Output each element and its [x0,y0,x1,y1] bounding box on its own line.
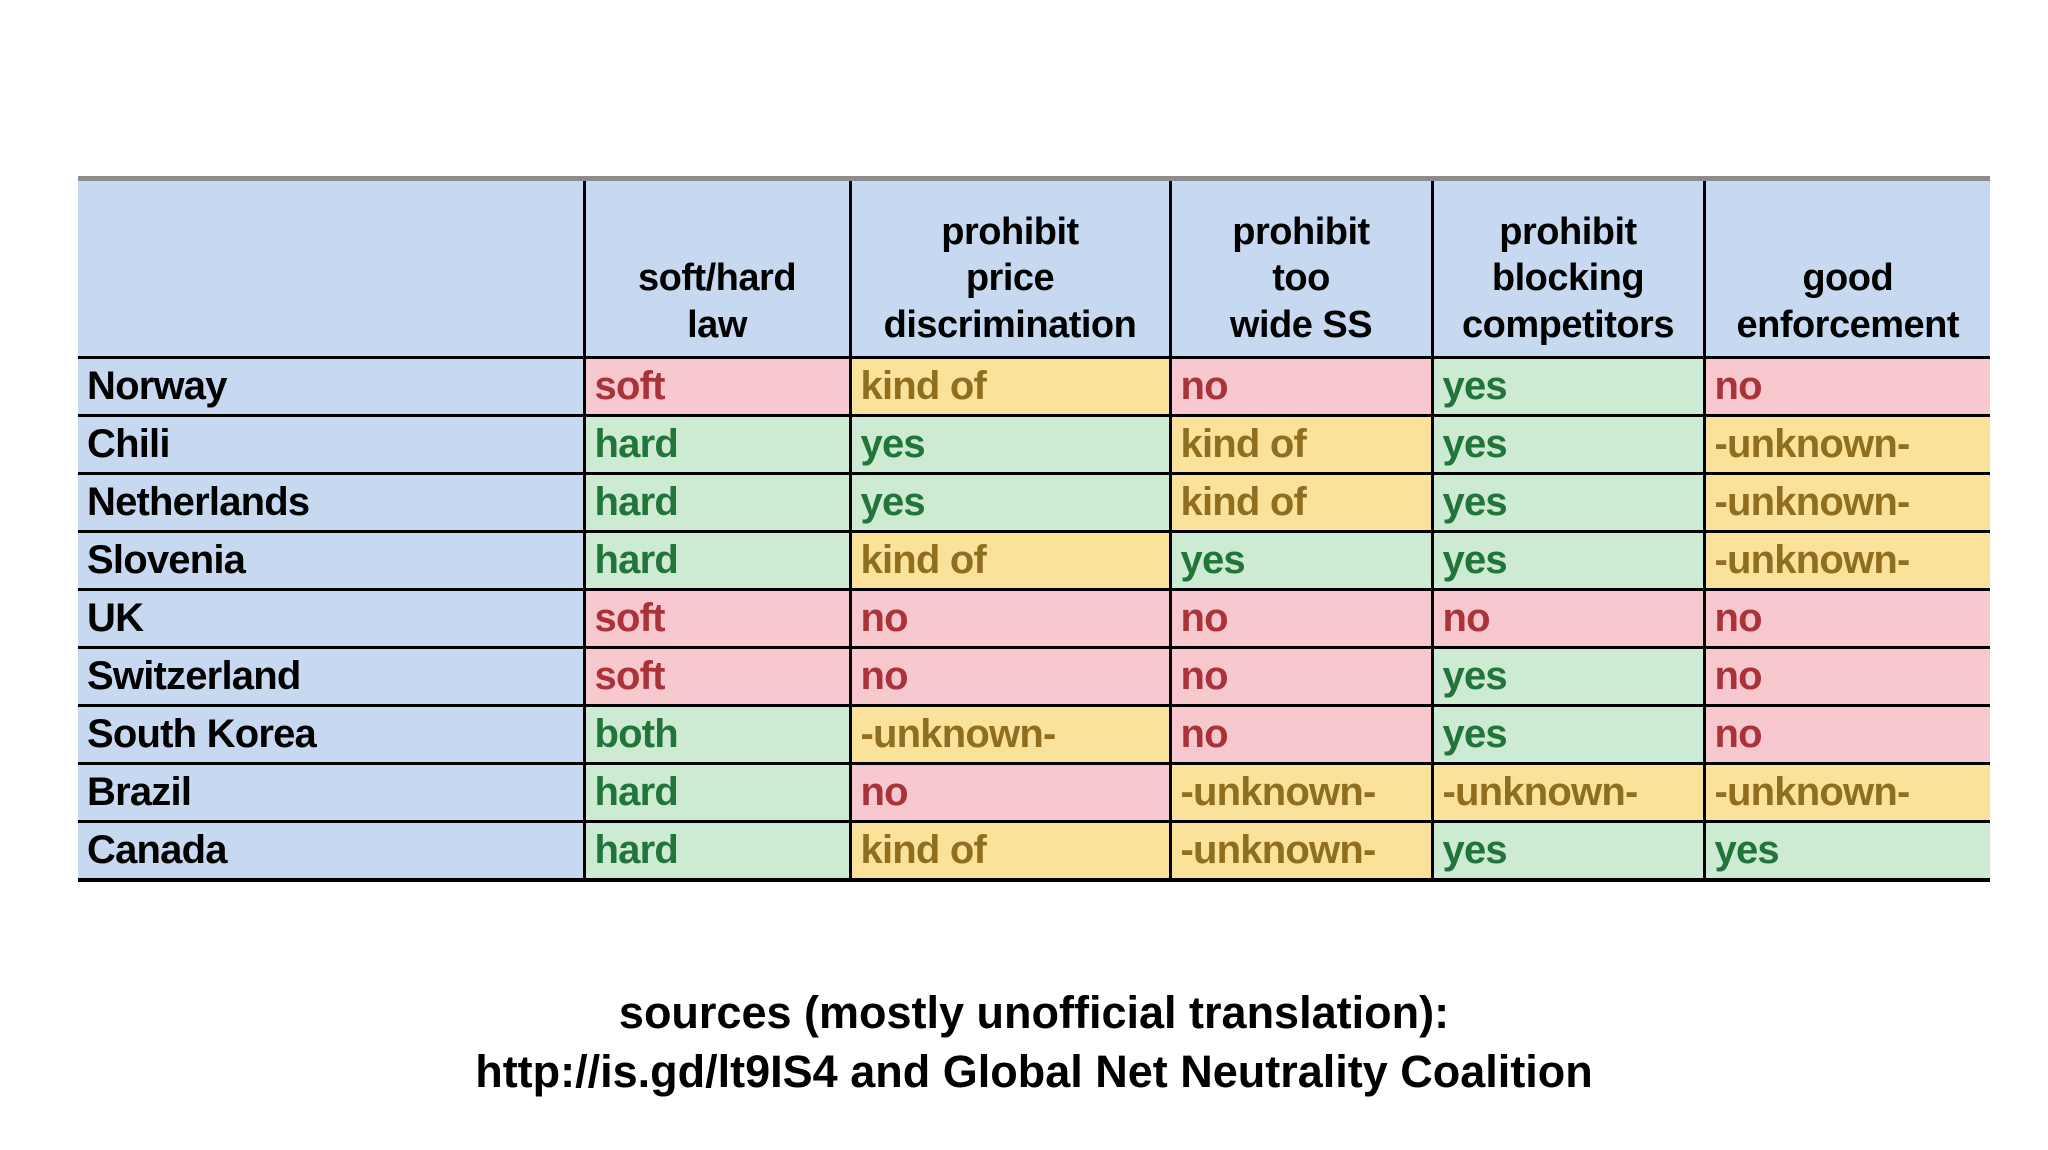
table-body: Norway soft kind of no yes no Chili hard yes kind… [78,356,1990,882]
column-header-soft-hard-law: soft/hard law [582,178,852,359]
value-cell-chili-3: yes [1430,414,1706,475]
value-cell-south-korea-4: no [1702,704,1990,765]
value-cell-canada-0: hard [582,820,852,882]
country-cell-canada: Canada [78,820,586,882]
value-cell-south-korea-3: yes [1430,704,1706,765]
value-cell-norway-1: kind of [848,356,1172,417]
table-header-row: soft/hard law prohibit price discriminati… [78,178,1990,359]
value-cell-slovenia-3: yes [1430,530,1706,591]
country-cell-chili: Chili [78,414,586,475]
country-cell-uk: UK [78,588,586,649]
value-cell-netherlands-4: -unknown- [1702,472,1990,533]
value-cell-norway-2: no [1168,356,1434,417]
value-cell-uk-3: no [1430,588,1706,649]
value-cell-chili-0: hard [582,414,852,475]
column-header-good-enforcement: good enforcement [1702,178,1990,359]
value-cell-switzerland-1: no [848,646,1172,707]
value-cell-south-korea-0: both [582,704,852,765]
value-cell-south-korea-2: no [1168,704,1434,765]
column-header-prohibit-blocking-competitors: prohibit blocking competitors [1430,178,1706,359]
value-cell-chili-4: -unknown- [1702,414,1990,475]
value-cell-norway-4: no [1702,356,1990,417]
value-cell-uk-0: soft [582,588,852,649]
value-cell-switzerland-3: yes [1430,646,1706,707]
table-header: soft/hard law prohibit price discriminati… [78,178,1990,359]
value-cell-slovenia-2: yes [1168,530,1434,591]
value-cell-chili-1: yes [848,414,1172,475]
sources-caption: sources (mostly unofficial translation):… [475,987,1593,1097]
value-cell-brazil-3: -unknown- [1430,762,1706,823]
value-cell-slovenia-4: -unknown- [1702,530,1990,591]
value-cell-uk-1: no [848,588,1172,649]
value-cell-netherlands-3: yes [1430,472,1706,533]
net-neutrality-table: soft/hard law prohibit price discriminati… [78,176,1990,882]
value-cell-brazil-4: -unknown- [1702,762,1990,823]
value-cell-canada-4: yes [1702,820,1990,882]
table-row-slovenia: Slovenia hard kind of yes yes -unknown- [78,530,1990,591]
net-neutrality-table-wrap: soft/hard law prohibit price discriminati… [78,176,1990,882]
country-cell-slovenia: Slovenia [78,530,586,591]
table-row-brazil: Brazil hard no -unknown- -unknown- -unknown- [78,762,1990,823]
value-cell-brazil-2: -unknown- [1168,762,1434,823]
value-cell-uk-2: no [1168,588,1434,649]
table-row-south-korea: South Korea both -unknown-no yes no [78,704,1990,765]
country-cell-brazil: Brazil [78,762,586,823]
value-cell-netherlands-0: hard [582,472,852,533]
value-cell-switzerland-0: soft [582,646,852,707]
value-cell-brazil-0: hard [582,762,852,823]
value-cell-south-korea-1: -unknown- [848,704,1172,765]
country-cell-norway: Norway [78,356,586,417]
column-header-prohibit-too-wide-ss: prohibit too wide SS [1168,178,1434,359]
table-row-netherlands: Netherlands hard yes kind of yes -unknown- [78,472,1990,533]
value-cell-brazil-1: no [848,762,1172,823]
country-cell-south-korea: South Korea [78,704,586,765]
value-cell-netherlands-1: yes [848,472,1172,533]
value-cell-netherlands-2: kind of [1168,472,1434,533]
value-cell-slovenia-1: kind of [848,530,1172,591]
value-cell-canada-2: -unknown- [1168,820,1434,882]
value-cell-canada-1: kind of [848,820,1172,882]
value-cell-switzerland-4: no [1702,646,1990,707]
table-row-uk: UK soft no no no no [78,588,1990,649]
table-row-switzerland: Switzerland soft no no yes no [78,646,1990,707]
value-cell-norway-0: soft [582,356,852,417]
value-cell-canada-3: yes [1430,820,1706,882]
table-row-canada: Canada hard kind of -unknown-yes yes [78,820,1990,882]
country-cell-switzerland: Switzerland [78,646,586,707]
country-cell-netherlands: Netherlands [78,472,586,533]
value-cell-uk-4: no [1702,588,1990,649]
value-cell-switzerland-2: no [1168,646,1434,707]
value-cell-chili-2: kind of [1168,414,1434,475]
column-header-prohibit-price-discrimination: prohibit price discrimination [848,178,1172,359]
table-row-chili: Chili hard yes kind of yes -unknown- [78,414,1990,475]
corner-header [78,178,586,359]
value-cell-norway-3: yes [1430,356,1706,417]
value-cell-slovenia-0: hard [582,530,852,591]
table-row-norway: Norway soft kind of no yes no [78,356,1990,417]
